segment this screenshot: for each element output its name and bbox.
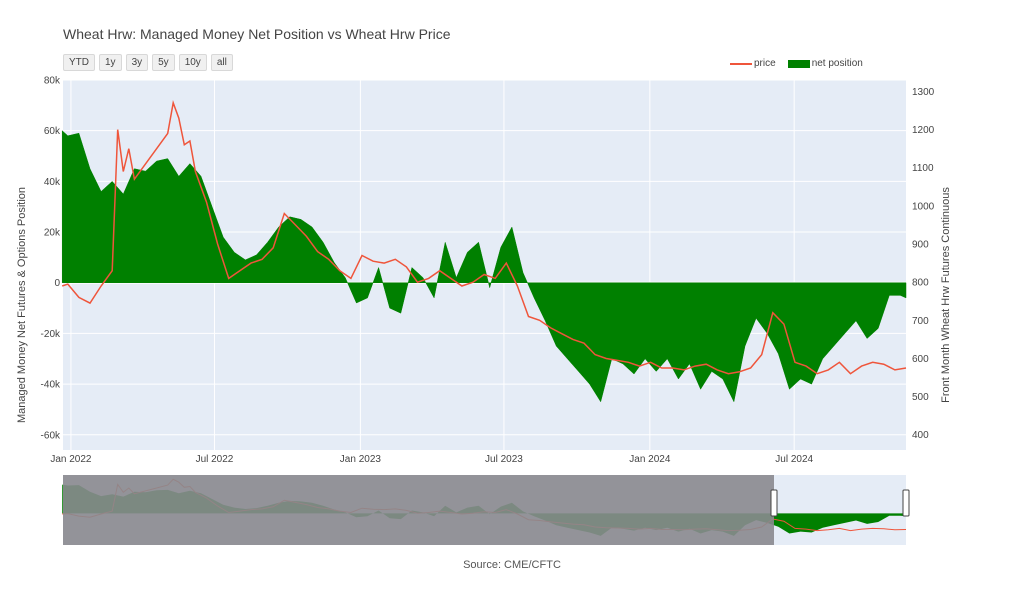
right-axis: 1300 1200 1100 1000 900 800 700 600 500 400 (912, 87, 935, 441)
x-tick-label: Jul 2023 (485, 454, 523, 465)
left-tick-label: -20k (41, 329, 61, 340)
range-selector: YTD 1y 3y 5y 10y all (63, 54, 233, 71)
net-position-area (61, 130, 907, 403)
range-button-3y[interactable]: 3y (125, 54, 149, 71)
chart-title: Wheat Hrw: Managed Money Net Position vs… (63, 26, 451, 42)
right-tick-label: 1200 (912, 125, 935, 136)
left-tick-label: -60k (41, 430, 61, 441)
range-slider[interactable] (0, 470, 1024, 550)
legend-fill-swatch (787, 59, 810, 68)
range-button-all[interactable]: all (210, 54, 233, 71)
right-tick-label: 800 (912, 278, 929, 289)
range-button-5y[interactable]: 5y (152, 54, 175, 71)
x-axis: Jan 2022 Jul 2022 Jan 2023 Jul 2023 Jan 2024… (50, 454, 813, 465)
slider-handle-right[interactable] (902, 489, 910, 517)
right-tick-label: 900 (912, 240, 929, 251)
price-line (61, 100, 907, 375)
x-tick-label: Jan 2022 (50, 454, 92, 465)
left-axis-title: Managed Money Net Futures & Options Posi… (16, 187, 28, 423)
net-position-series[interactable] (61, 130, 907, 403)
slider-mask (63, 475, 774, 545)
range-button-1y[interactable]: 1y (99, 54, 122, 71)
x-tick-label: Jan 2023 (340, 454, 382, 465)
right-tick-label: 1100 (912, 163, 934, 174)
right-tick-label: 700 (912, 316, 929, 327)
left-tick-label: 40k (44, 177, 61, 188)
left-tick-label: 20k (44, 228, 61, 239)
x-tick-label: Jul 2022 (196, 454, 234, 465)
right-tick-label: 500 (912, 392, 929, 403)
legend-label-net-position: net position (811, 58, 863, 69)
legend-item-price[interactable]: price (728, 58, 776, 69)
legend-item-net-position[interactable]: net position (786, 58, 863, 69)
left-axis: 80k 60k 40k 20k 0 -20k -40k -60k (41, 76, 61, 442)
left-tick-label: 80k (44, 76, 61, 87)
source-note: Source: CME/CFTC (463, 559, 561, 571)
legend: price net position (728, 58, 873, 69)
slider-handle-left[interactable] (770, 489, 778, 517)
right-tick-label: 1000 (912, 201, 935, 212)
left-tick-label: -40k (41, 380, 61, 391)
right-tick-label: 600 (912, 354, 929, 365)
left-tick-label: 60k (44, 126, 61, 137)
right-axis-title: Front Month Wheat Hrw Futures Continuous (940, 187, 952, 403)
range-button-10y[interactable]: 10y (178, 54, 207, 71)
legend-label-price: price (754, 58, 776, 69)
main-chart: 80k 60k 40k 20k 0 -20k -40k -60k 1300 1200 1100 10… (16, 76, 952, 466)
right-tick-label: 400 (912, 430, 929, 441)
left-tick-label: 0 (54, 278, 60, 289)
right-tick-label: 1300 (912, 87, 935, 98)
x-tick-label: Jul 2024 (775, 454, 813, 465)
price-series[interactable] (61, 100, 907, 375)
legend-line-swatch (730, 62, 752, 65)
range-button-ytd[interactable]: YTD (63, 54, 95, 71)
x-tick-label: Jan 2024 (629, 454, 671, 465)
